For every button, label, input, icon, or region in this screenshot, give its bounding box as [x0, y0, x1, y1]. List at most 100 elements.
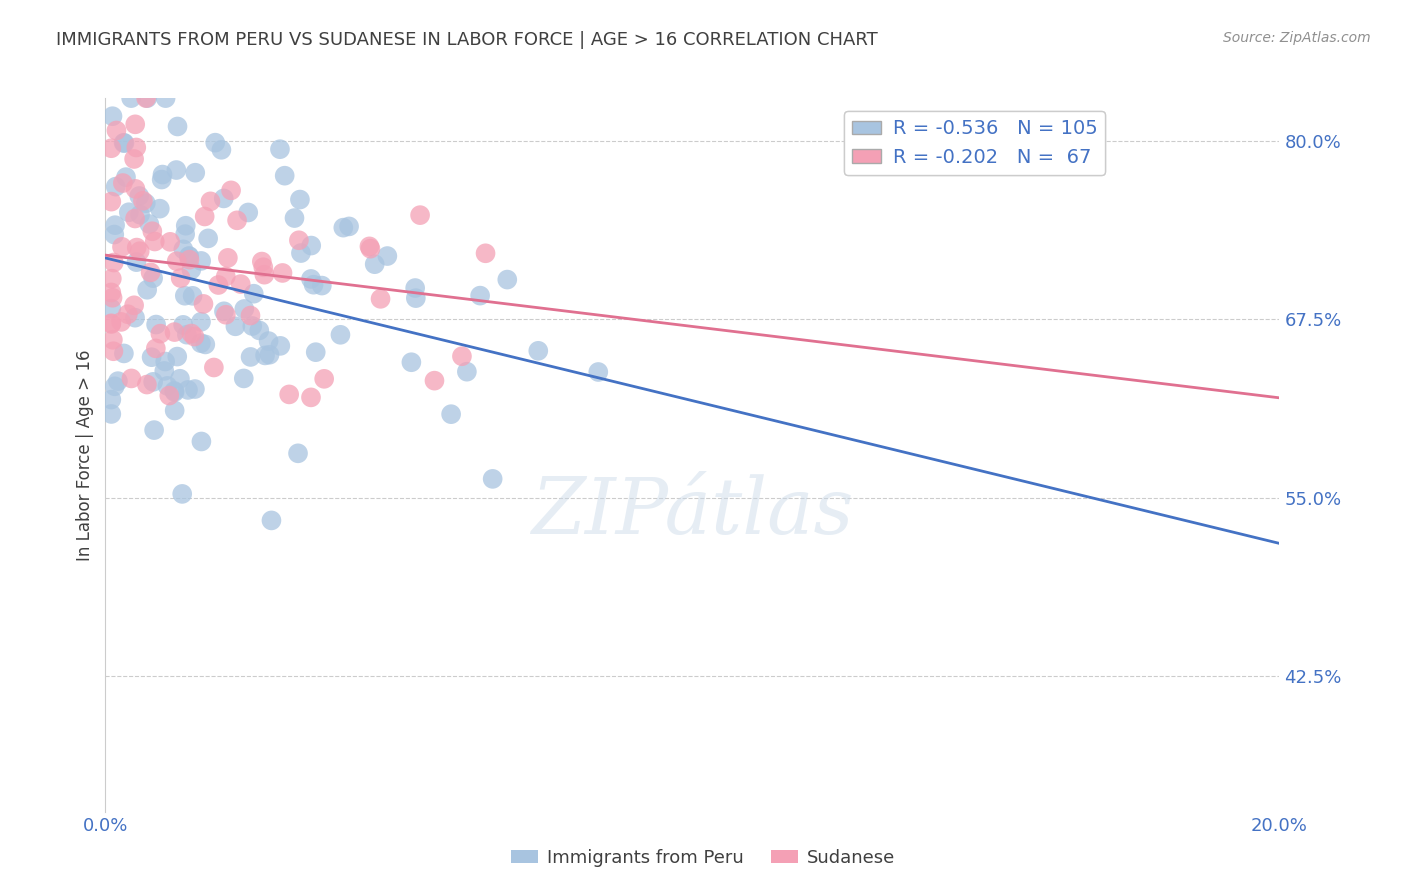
Immigrants from Peru	[197, 231, 219, 245]
Immigrants from Peru	[169, 372, 191, 386]
Immigrants from Peru	[283, 211, 305, 225]
Immigrants from Peru	[212, 304, 235, 318]
Text: IMMIGRANTS FROM PERU VS SUDANESE IN LABOR FORCE | AGE > 16 CORRELATION CHART: IMMIGRANTS FROM PERU VS SUDANESE IN LABO…	[56, 31, 877, 49]
Immigrants from Peru	[288, 193, 311, 207]
Sudanese	[139, 265, 162, 279]
Sudanese	[215, 269, 238, 284]
Sudanese	[105, 123, 128, 137]
Sudanese	[143, 235, 166, 249]
Sudanese	[145, 342, 167, 356]
Immigrants from Peru	[124, 310, 146, 325]
Sudanese	[166, 254, 188, 268]
Sudanese	[124, 211, 146, 226]
Immigrants from Peru	[120, 91, 142, 105]
Immigrants from Peru	[405, 291, 427, 305]
Immigrants from Peru	[204, 136, 226, 150]
Sudanese	[252, 260, 274, 275]
Immigrants from Peru	[100, 301, 122, 316]
Immigrants from Peru	[456, 365, 478, 379]
Sudanese	[125, 241, 148, 255]
Sudanese	[124, 117, 146, 131]
Sudanese	[101, 291, 124, 305]
Immigrants from Peru	[165, 163, 187, 178]
Sudanese	[207, 278, 229, 293]
Sudanese	[183, 329, 205, 343]
Immigrants from Peru	[481, 472, 503, 486]
Immigrants from Peru	[174, 227, 197, 241]
Sudanese	[359, 239, 381, 253]
Sudanese	[194, 210, 217, 224]
Sudanese	[111, 176, 134, 190]
Sudanese	[100, 316, 122, 330]
Sudanese	[100, 285, 122, 300]
Immigrants from Peru	[180, 262, 202, 277]
Immigrants from Peru	[149, 202, 172, 216]
Immigrants from Peru	[166, 120, 188, 134]
Immigrants from Peru	[238, 205, 260, 219]
Immigrants from Peru	[163, 403, 186, 417]
Immigrants from Peru	[128, 189, 150, 203]
Y-axis label: In Labor Force | Age > 16: In Labor Force | Age > 16	[76, 349, 94, 561]
Sudanese	[271, 266, 294, 280]
Immigrants from Peru	[150, 172, 173, 186]
Sudanese	[200, 194, 222, 209]
Immigrants from Peru	[363, 257, 385, 271]
Sudanese	[179, 252, 201, 267]
Sudanese	[135, 91, 157, 105]
Immigrants from Peru	[194, 337, 217, 351]
Sudanese	[122, 152, 145, 166]
Immigrants from Peru	[184, 166, 207, 180]
Immigrants from Peru	[156, 379, 179, 393]
Immigrants from Peru	[260, 513, 283, 527]
Immigrants from Peru	[239, 350, 262, 364]
Immigrants from Peru	[138, 217, 160, 231]
Sudanese	[117, 307, 139, 321]
Immigrants from Peru	[142, 271, 165, 285]
Immigrants from Peru	[112, 136, 135, 150]
Sudanese	[100, 317, 122, 331]
Legend: Immigrants from Peru, Sudanese: Immigrants from Peru, Sudanese	[503, 842, 903, 874]
Sudanese	[423, 374, 446, 388]
Sudanese	[100, 194, 122, 209]
Immigrants from Peru	[299, 238, 322, 252]
Immigrants from Peru	[135, 196, 157, 211]
Immigrants from Peru	[177, 249, 200, 263]
Immigrants from Peru	[141, 350, 163, 364]
Immigrants from Peru	[142, 375, 165, 389]
Sudanese	[278, 387, 301, 401]
Sudanese	[124, 182, 146, 196]
Sudanese	[149, 326, 172, 341]
Immigrants from Peru	[163, 384, 186, 399]
Immigrants from Peru	[329, 327, 352, 342]
Sudanese	[299, 390, 322, 404]
Immigrants from Peru	[190, 336, 212, 351]
Immigrants from Peru	[118, 205, 141, 219]
Immigrants from Peru	[233, 301, 256, 316]
Immigrants from Peru	[172, 243, 194, 257]
Sudanese	[128, 244, 150, 259]
Sudanese	[132, 194, 155, 208]
Sudanese	[122, 298, 145, 312]
Sudanese	[120, 371, 142, 385]
Sudanese	[202, 360, 225, 375]
Immigrants from Peru	[224, 319, 246, 334]
Sudanese	[135, 377, 157, 392]
Immigrants from Peru	[104, 218, 127, 232]
Immigrants from Peru	[104, 379, 127, 393]
Immigrants from Peru	[179, 249, 201, 263]
Immigrants from Peru	[145, 318, 167, 332]
Immigrants from Peru	[269, 339, 291, 353]
Sudanese	[451, 349, 474, 363]
Immigrants from Peru	[136, 91, 159, 105]
Immigrants from Peru	[153, 364, 176, 378]
Immigrants from Peru	[125, 255, 148, 269]
Immigrants from Peru	[172, 318, 194, 332]
Immigrants from Peru	[173, 289, 195, 303]
Immigrants from Peru	[247, 323, 270, 337]
Immigrants from Peru	[115, 170, 138, 185]
Sudanese	[110, 315, 132, 329]
Sudanese	[157, 388, 180, 402]
Immigrants from Peru	[527, 343, 550, 358]
Immigrants from Peru	[302, 277, 325, 292]
Immigrants from Peru	[155, 91, 177, 105]
